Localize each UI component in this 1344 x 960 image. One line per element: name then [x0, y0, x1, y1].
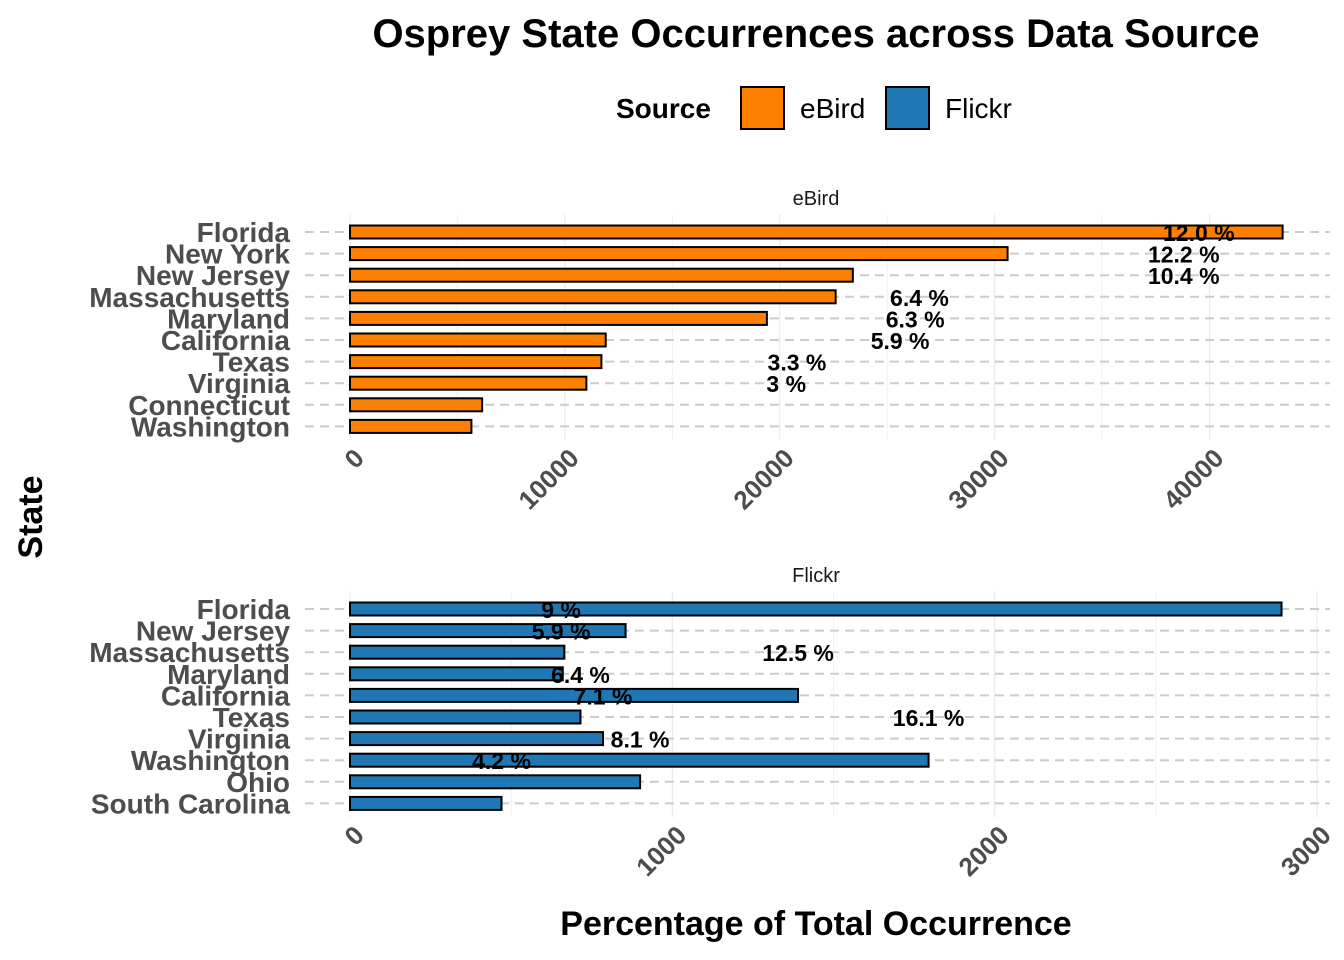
legend-label-ebird: eBird [800, 93, 865, 124]
data-label: 10.4 % [1148, 263, 1220, 289]
bar [349, 224, 1284, 240]
x-tick-label: 0 [338, 443, 369, 474]
data-label: 8.1 % [611, 727, 670, 753]
x-axis-title: Percentage of Total Occurrence [560, 905, 1071, 943]
data-label: 5.9 % [532, 619, 591, 645]
y-tick-label: South Carolina [91, 788, 291, 819]
y-tick-label: New York [165, 239, 290, 270]
bar [349, 375, 588, 391]
y-axis-title: State [12, 475, 50, 558]
bar [349, 397, 484, 413]
bar [349, 267, 854, 283]
y-tick-label: California [161, 680, 291, 711]
legend-swatch-flickr [885, 86, 930, 130]
y-tick-label: Florida [197, 217, 291, 248]
legend: Source eBird Flickr [616, 86, 1012, 130]
data-label: 3 % [766, 371, 806, 397]
data-label: 12.5 % [762, 640, 834, 666]
chart-title: Osprey State Occurrences across Data Sou… [372, 12, 1259, 56]
bar [349, 774, 642, 790]
data-label: 6.4 % [551, 662, 610, 688]
bar [349, 354, 603, 370]
bar [349, 623, 627, 639]
bar [349, 289, 837, 305]
bar [349, 666, 564, 682]
y-tick-label: New Jersey [136, 616, 291, 647]
y-tick-label: Texas [213, 702, 290, 733]
bar [349, 246, 1009, 262]
data-label: 12.2 % [1148, 242, 1220, 268]
x-tick-label: 2000 [952, 820, 1014, 882]
bar [349, 310, 768, 326]
bar [349, 752, 930, 768]
bar [349, 332, 607, 348]
x-tick-label: 3000 [1275, 820, 1337, 882]
data-label: 7.1 % [574, 683, 633, 709]
bar [349, 795, 503, 811]
y-tick-label: California [161, 325, 291, 356]
x-tick-label: 30000 [942, 443, 1014, 515]
bar [349, 731, 605, 747]
y-tick-label: New Jersey [136, 260, 291, 291]
data-label: 16.1 % [893, 705, 965, 731]
y-tick-label: Washington [131, 745, 290, 776]
y-tick-label: Maryland [167, 659, 290, 690]
y-tick-label: Texas [213, 347, 290, 378]
facet-strip-label: Flickr [792, 565, 840, 587]
bar [349, 601, 1283, 617]
bar [349, 644, 566, 660]
y-tick-label: Maryland [167, 303, 290, 334]
data-label: 5.9 % [871, 328, 930, 354]
legend-swatch-ebird [740, 86, 785, 130]
data-label: 4.2 % [472, 748, 531, 774]
facet-strip-label: eBird [793, 188, 840, 210]
data-label: 9 % [541, 597, 581, 623]
x-tick-label: 0 [338, 820, 369, 851]
x-tick-label: 40000 [1157, 443, 1229, 515]
bar [349, 709, 582, 725]
y-tick-label: Massachusetts [89, 282, 290, 313]
x-tick-label: 1000 [630, 820, 692, 882]
data-label: 6.4 % [890, 285, 949, 311]
y-tick-label: Virginia [188, 368, 291, 399]
data-label: 12.0 % [1163, 220, 1235, 246]
bar [349, 687, 800, 703]
y-tick-label: Ohio [226, 767, 290, 798]
x-tick-label: 10000 [512, 443, 584, 515]
legend-label-flickr: Flickr [945, 93, 1012, 124]
y-tick-label: Connecticut [128, 390, 290, 421]
y-tick-label: Massachusetts [89, 637, 290, 668]
bar [349, 418, 473, 434]
x-tick-label: 20000 [727, 443, 799, 515]
data-label: 3.3 % [768, 350, 827, 376]
legend-title: Source [616, 93, 711, 124]
y-tick-label: Washington [131, 411, 290, 442]
y-tick-label: Virginia [188, 724, 291, 755]
data-label: 6.3 % [886, 306, 945, 332]
y-tick-label: Florida [197, 594, 291, 625]
